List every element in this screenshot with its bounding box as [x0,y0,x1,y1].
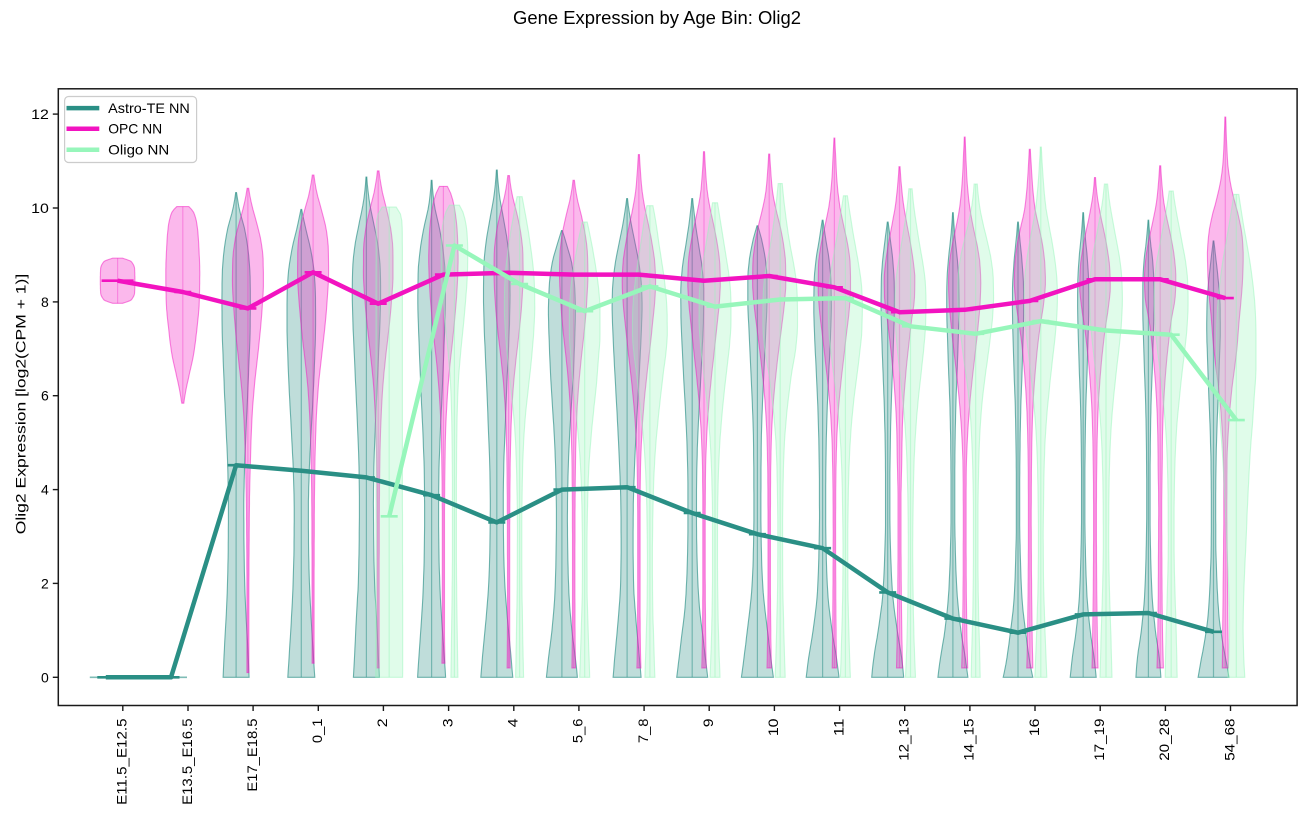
svg-text:54_68: 54_68 [1221,718,1237,761]
svg-text:14_15: 14_15 [961,718,977,761]
svg-text:8: 8 [41,294,49,310]
svg-text:10: 10 [765,718,781,736]
svg-text:Olig2 Expression [log2(CPM + 1: Olig2 Expression [log2(CPM + 1)] [13,274,29,535]
svg-text:E11.5_E12.5: E11.5_E12.5 [114,718,130,805]
svg-text:10: 10 [31,200,49,216]
svg-text:Gene Expression by Age Bin: Ol: Gene Expression by Age Bin: Olig2 [513,8,801,28]
svg-text:3: 3 [439,718,455,727]
svg-text:E17_E18.5: E17_E18.5 [244,718,260,791]
svg-text:20_28: 20_28 [1156,718,1172,761]
svg-text:2: 2 [374,718,390,727]
svg-text:4: 4 [505,718,521,727]
svg-text:12_13: 12_13 [896,718,912,761]
svg-text:5_6: 5_6 [570,718,586,743]
svg-text:Oligo NN: Oligo NN [108,142,169,158]
svg-text:OPC NN: OPC NN [108,121,162,137]
svg-text:11: 11 [830,718,846,736]
svg-text:0: 0 [41,669,49,685]
svg-text:6: 6 [41,388,49,404]
svg-text:9: 9 [700,718,716,727]
svg-text:17_19: 17_19 [1091,718,1107,761]
svg-text:4: 4 [41,482,49,498]
svg-text:2: 2 [41,575,49,591]
svg-text:E13.5_E16.5: E13.5_E16.5 [179,718,195,805]
svg-text:7_8: 7_8 [635,718,651,743]
svg-text:Astro-TE NN: Astro-TE NN [108,100,190,116]
svg-text:12: 12 [31,106,49,122]
svg-text:16: 16 [1026,718,1042,736]
svg-text:0_1: 0_1 [309,718,325,743]
